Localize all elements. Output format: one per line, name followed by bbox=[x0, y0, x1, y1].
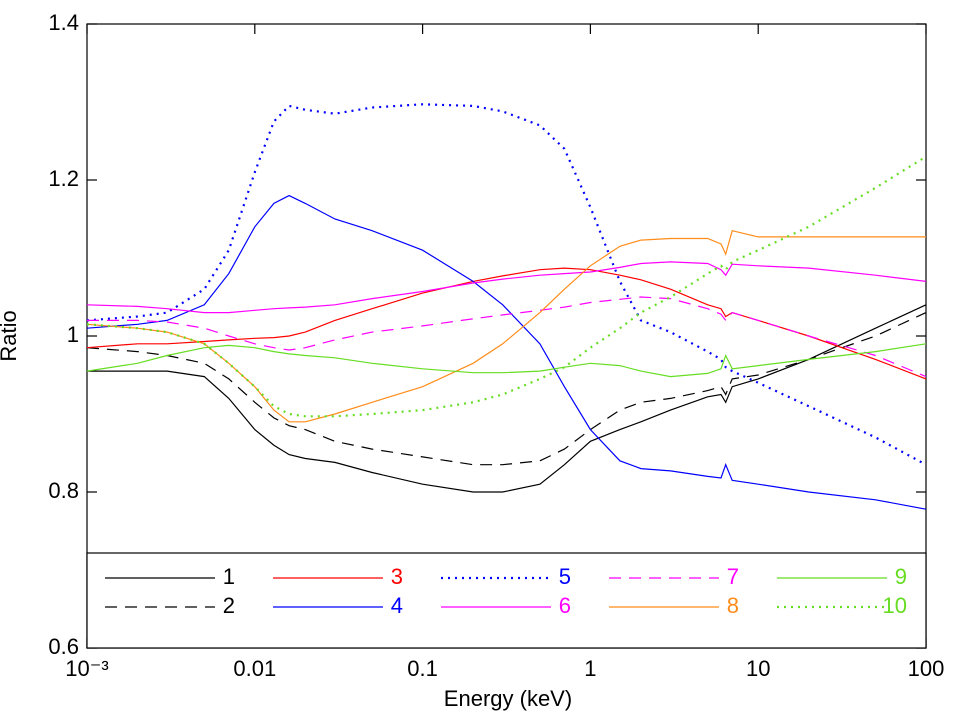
legend-label: 10 bbox=[883, 593, 907, 618]
legend-label: 8 bbox=[727, 593, 739, 618]
series-line bbox=[86, 267, 927, 380]
legend-label: 5 bbox=[559, 564, 571, 589]
legend-label: 4 bbox=[391, 593, 403, 618]
x-tick-label: 0.01 bbox=[233, 656, 276, 681]
series-line bbox=[86, 312, 927, 466]
y-tick-label: 1.2 bbox=[48, 166, 79, 191]
y-axis-label: Ratio bbox=[0, 310, 21, 361]
series-line bbox=[86, 194, 927, 510]
x-tick-label: 10 bbox=[746, 656, 770, 681]
legend-label: 9 bbox=[895, 564, 907, 589]
x-tick-label: 100 bbox=[908, 656, 945, 681]
series-line bbox=[86, 103, 927, 466]
legend-label: 6 bbox=[559, 593, 571, 618]
y-tick-label: 1 bbox=[67, 322, 79, 347]
series-line bbox=[86, 261, 927, 314]
legend-label: 2 bbox=[223, 593, 235, 618]
series-line bbox=[87, 304, 927, 493]
y-tick-label: 0.8 bbox=[48, 478, 79, 503]
legend-box bbox=[86, 552, 927, 649]
series-line bbox=[87, 296, 927, 378]
x-tick-label: 0.1 bbox=[407, 656, 438, 681]
y-tick-label: 0.6 bbox=[48, 634, 79, 659]
legend-label: 7 bbox=[727, 564, 739, 589]
legend-label: 1 bbox=[223, 564, 235, 589]
y-tick-label: 1.4 bbox=[48, 10, 79, 35]
x-tick-label: 1 bbox=[584, 656, 596, 681]
legend-label: 3 bbox=[391, 564, 403, 589]
series-line bbox=[86, 343, 927, 378]
x-tick-label: 10⁻³ bbox=[65, 656, 108, 681]
x-axis-label: Energy (keV) bbox=[444, 686, 572, 711]
series-line bbox=[86, 155, 927, 418]
